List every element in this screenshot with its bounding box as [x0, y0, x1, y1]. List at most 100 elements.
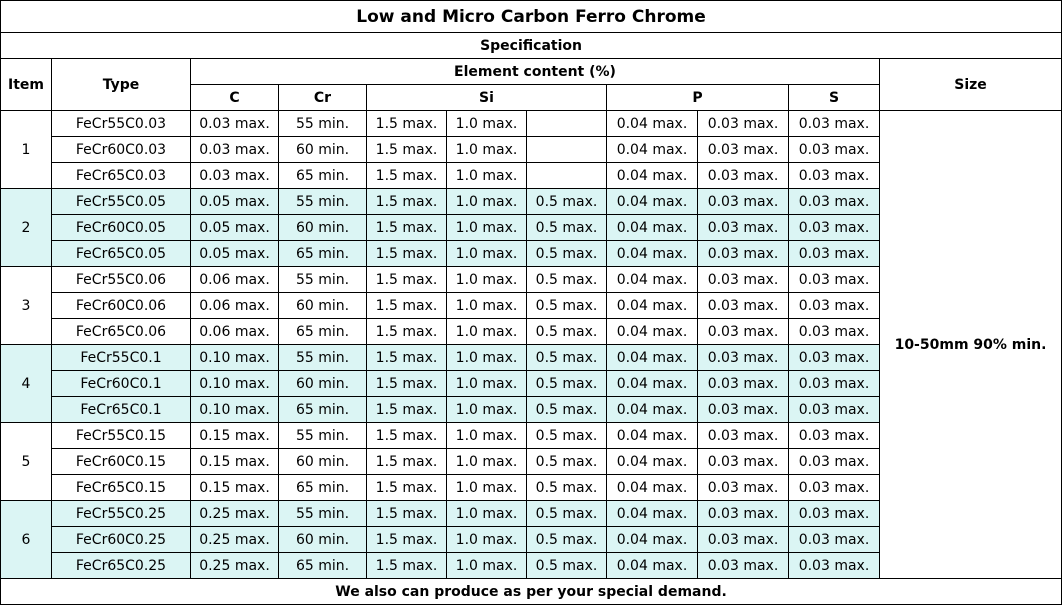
cr-cell: 55 min. — [278, 266, 367, 293]
element-content-header: Element content (%) — [190, 58, 880, 85]
p1-cell: 0.04 max. — [606, 552, 698, 579]
p2-cell: 0.03 max. — [697, 136, 789, 163]
si1-cell: 1.5 max. — [366, 474, 447, 501]
p2-cell: 0.03 max. — [697, 422, 789, 449]
item-number-cell: 1 — [0, 110, 52, 189]
s-cell: 0.03 max. — [788, 188, 880, 215]
si3-cell: 0.5 max. — [526, 344, 607, 371]
cr-cell: 55 min. — [278, 344, 367, 371]
p1-cell: 0.04 max. — [606, 526, 698, 553]
c-cell: 0.05 max. — [190, 188, 279, 215]
si3-cell: 0.5 max. — [526, 396, 607, 423]
si1-cell: 1.5 max. — [366, 396, 447, 423]
si3-cell: 0.5 max. — [526, 474, 607, 501]
si3-cell: 0.5 max. — [526, 188, 607, 215]
cr-cell: 60 min. — [278, 136, 367, 163]
table-row: 5 FeCr55C0.15 0.15 max. 55 min. 1.5 max. 1.0 … — [0, 422, 1062, 501]
cr-cell: 60 min. — [278, 448, 367, 475]
cr-cell: 65 min. — [278, 552, 367, 579]
type-cell: FeCr60C0.03 — [51, 136, 191, 163]
type-column-header: Type — [51, 58, 191, 111]
c-cell: 0.05 max. — [190, 214, 279, 241]
si2-cell: 1.0 max. — [446, 526, 527, 553]
p1-cell: 0.04 max. — [606, 344, 698, 371]
si1-cell: 1.5 max. — [366, 422, 447, 449]
si1-cell: 1.5 max. — [366, 136, 447, 163]
si3-cell: 0.5 max. — [526, 318, 607, 345]
si3-cell: 0.5 max. — [526, 370, 607, 397]
cr-column-header: Cr — [278, 84, 367, 111]
p2-cell: 0.03 max. — [697, 240, 789, 267]
item-number-cell: 2 — [0, 188, 52, 267]
c-cell: 0.10 max. — [190, 344, 279, 371]
s-cell: 0.03 max. — [788, 240, 880, 267]
si2-cell: 1.0 max. — [446, 136, 527, 163]
si2-cell: 1.0 max. — [446, 188, 527, 215]
type-cell: FeCr60C0.06 — [51, 292, 191, 319]
cr-cell: 55 min. — [278, 422, 367, 449]
s-cell: 0.03 max. — [788, 474, 880, 501]
c-cell: 0.15 max. — [190, 448, 279, 475]
si2-cell: 1.0 max. — [446, 500, 527, 527]
si2-cell: 1.0 max. — [446, 422, 527, 449]
p1-cell: 0.04 max. — [606, 136, 698, 163]
type-cell: FeCr55C0.25 — [51, 500, 191, 527]
type-cell: FeCr60C0.05 — [51, 214, 191, 241]
table-row: FeCr60C0.06 0.06 max. 60 min. 1.5 max. 1.0 m… — [1, 292, 1062, 319]
type-cell: FeCr65C0.25 — [51, 552, 191, 579]
type-cell: FeCr55C0.15 — [51, 422, 191, 449]
s-cell: 0.03 max. — [788, 136, 880, 163]
si2-cell: 1.0 max. — [446, 292, 527, 319]
si2-cell: 1.0 max. — [446, 318, 527, 345]
p1-cell: 0.04 max. — [606, 240, 698, 267]
c-cell: 0.25 max. — [190, 526, 279, 553]
s-cell: 0.03 max. — [788, 292, 880, 319]
si1-cell: 1.5 max. — [366, 266, 447, 293]
si1-cell: 1.5 max. — [366, 552, 447, 579]
s-cell: 0.03 max. — [788, 552, 880, 579]
p1-cell: 0.04 max. — [606, 422, 698, 449]
si3-cell — [526, 162, 607, 189]
p1-cell: 0.04 max. — [606, 214, 698, 241]
p1-cell: 0.04 max. — [606, 162, 698, 189]
specification-header: Specification — [0, 32, 1062, 59]
s-cell: 0.03 max. — [788, 370, 880, 397]
type-cell: FeCr60C0.15 — [51, 448, 191, 475]
type-cell: FeCr55C0.05 — [51, 188, 191, 215]
s-column-header: S — [788, 84, 880, 111]
item-number-cell: 4 — [0, 344, 52, 423]
table-row: FeCr65C0.06 0.06 max. 65 min. 1.5 max. 1.0 m… — [1, 318, 1062, 345]
cr-cell: 55 min. — [278, 110, 367, 137]
s-cell: 0.03 max. — [788, 448, 880, 475]
si3-cell: 0.5 max. — [526, 500, 607, 527]
si2-cell: 1.0 max. — [446, 344, 527, 371]
table-row: FeCr60C0.15 0.15 max. 60 min. 1.5 max. 1.0 m… — [1, 448, 1062, 475]
type-cell: FeCr55C0.06 — [51, 266, 191, 293]
type-cell: FeCr65C0.03 — [51, 162, 191, 189]
c-cell: 0.10 max. — [190, 396, 279, 423]
p2-cell: 0.03 max. — [697, 526, 789, 553]
si2-cell: 1.0 max. — [446, 214, 527, 241]
type-cell: FeCr55C0.1 — [51, 344, 191, 371]
cr-cell: 65 min. — [278, 396, 367, 423]
footer-note: We also can produce as per your special … — [0, 578, 1062, 605]
cr-cell: 60 min. — [278, 214, 367, 241]
si3-cell — [526, 110, 607, 137]
si2-cell: 1.0 max. — [446, 396, 527, 423]
c-cell: 0.05 max. — [190, 240, 279, 267]
type-cell: FeCr65C0.06 — [51, 318, 191, 345]
p2-cell: 0.03 max. — [697, 500, 789, 527]
table-row: FeCr65C0.25 0.25 max. 65 min. 1.5 max. 1.0 m… — [1, 552, 1062, 579]
p1-cell: 0.04 max. — [606, 396, 698, 423]
si1-cell: 1.5 max. — [366, 318, 447, 345]
c-cell: 0.03 max. — [190, 136, 279, 163]
table-title: Low and Micro Carbon Ferro Chrome — [0, 0, 1062, 33]
si3-cell: 0.5 max. — [526, 526, 607, 553]
si-column-header: Si — [366, 84, 607, 111]
p1-cell: 0.04 max. — [606, 318, 698, 345]
c-column-header: C — [190, 84, 279, 111]
si3-cell: 0.5 max. — [526, 266, 607, 293]
table-row: FeCr65C0.05 0.05 max. 65 min. 1.5 max. 1.0 m… — [1, 240, 1062, 267]
s-cell: 0.03 max. — [788, 396, 880, 423]
